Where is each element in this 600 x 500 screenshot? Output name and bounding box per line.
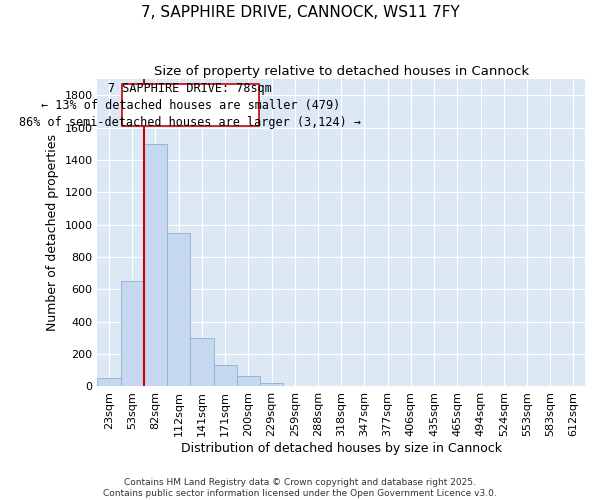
Text: 7 SAPPHIRE DRIVE: 78sqm
← 13% of detached houses are smaller (479)
86% of semi-d: 7 SAPPHIRE DRIVE: 78sqm ← 13% of detache… (19, 82, 361, 128)
Bar (121, 282, 144, 387)
Bar (214, 364, 237, 386)
Text: 7, SAPPHIRE DRIVE, CANNOCK, WS11 7FY: 7, SAPPHIRE DRIVE, CANNOCK, WS11 7FY (140, 5, 460, 20)
Y-axis label: Number of detached properties: Number of detached properties (46, 134, 59, 332)
FancyBboxPatch shape (122, 84, 259, 126)
Bar (97, 378, 121, 386)
Bar (237, 376, 260, 386)
Title: Size of property relative to detached houses in Cannock: Size of property relative to detached ho… (154, 65, 529, 78)
Bar (167, 233, 190, 386)
Bar (144, 144, 167, 386)
Bar (260, 383, 283, 386)
Text: Contains HM Land Registry data © Crown copyright and database right 2025.
Contai: Contains HM Land Registry data © Crown c… (103, 478, 497, 498)
X-axis label: Distribution of detached houses by size in Cannock: Distribution of detached houses by size … (181, 442, 502, 455)
Bar (190, 338, 214, 386)
